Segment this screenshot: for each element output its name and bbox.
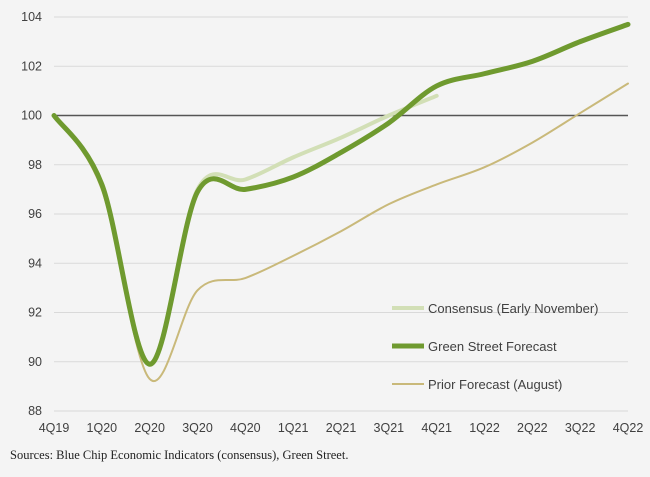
x-tick-label: 2Q21 bbox=[326, 421, 357, 435]
y-tick-label: 98 bbox=[28, 158, 42, 172]
line-chart: 88 90 92 94 96 98 100 102 104 4Q19 1Q20 2Q20 3Q20 4Q… bbox=[21, 10, 644, 435]
x-tick-label: 4Q20 bbox=[230, 421, 261, 435]
x-tick-label: 3Q21 bbox=[374, 421, 405, 435]
series-line-prior-forecast bbox=[53, 82, 629, 383]
x-tick-label: 4Q19 bbox=[39, 421, 70, 435]
y-tick-label: 90 bbox=[28, 355, 42, 369]
y-tick-label: 94 bbox=[28, 256, 42, 270]
y-tick-label: 100 bbox=[21, 109, 42, 123]
legend-label: Prior Forecast (August) bbox=[428, 377, 562, 392]
y-tick-label: 88 bbox=[28, 404, 42, 418]
source-note: Sources: Blue Chip Economic Indicators (… bbox=[10, 448, 349, 462]
x-tick-label: 3Q22 bbox=[565, 421, 596, 435]
x-tick-label: 3Q20 bbox=[182, 421, 213, 435]
legend-item-prior-forecast: Prior Forecast (August) bbox=[392, 377, 562, 392]
chart-container: 88 90 92 94 96 98 100 102 104 4Q19 1Q20 2Q20 3Q20 4Q… bbox=[21, 10, 644, 435]
x-tick-label: 1Q21 bbox=[278, 421, 309, 435]
series-line-green-street bbox=[51, 21, 631, 367]
x-tick-label: 2Q22 bbox=[517, 421, 548, 435]
y-tick-label: 96 bbox=[28, 207, 42, 221]
legend-label: Consensus (Early November) bbox=[428, 301, 599, 316]
legend-item-consensus: Consensus (Early November) bbox=[392, 301, 599, 316]
legend-label: Green Street Forecast bbox=[428, 339, 557, 354]
x-tick-label: 2Q20 bbox=[134, 421, 165, 435]
x-tick-label: 4Q21 bbox=[421, 421, 452, 435]
x-tick-label: 1Q20 bbox=[87, 421, 118, 435]
x-tick-label: 1Q22 bbox=[469, 421, 500, 435]
y-tick-label: 104 bbox=[21, 10, 42, 24]
x-tick-label: 4Q22 bbox=[613, 421, 644, 435]
y-tick-label: 102 bbox=[21, 59, 42, 73]
y-tick-label: 92 bbox=[28, 306, 42, 320]
legend-item-green-street: Green Street Forecast bbox=[392, 339, 557, 354]
